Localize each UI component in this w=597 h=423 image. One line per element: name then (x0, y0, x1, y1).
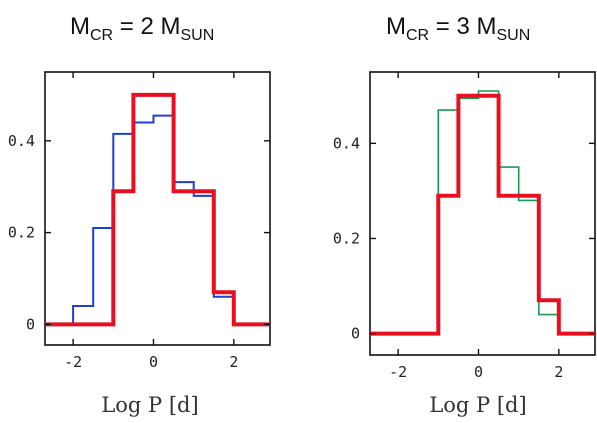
series-line-1 (45, 92, 270, 327)
x-tick-label: 2 (229, 353, 238, 371)
y-tick-label: 0.2 (333, 229, 360, 247)
panel-title: MCR = 3 MSUN (386, 13, 530, 44)
y-tick-label: 0.4 (333, 134, 360, 152)
x-tick-label: -2 (64, 353, 82, 371)
x-tick-label: 0 (474, 363, 483, 381)
panel-title: MCR = 2 MSUN (70, 13, 214, 44)
series-line-1 (370, 93, 595, 336)
x-tick-label: 2 (554, 363, 563, 381)
plot-frame (44, 71, 271, 346)
x-axis-label: Log P [d] (101, 393, 198, 417)
series-line-0 (45, 114, 270, 326)
series-layer (370, 90, 595, 336)
y-tick-label: 0.2 (8, 224, 35, 242)
x-axis-label: Log P [d] (429, 393, 526, 417)
y-tick-label: 0.4 (8, 132, 35, 150)
tick-layer: -2 0 2 0 0.2 0.4 (8, 72, 270, 371)
tick-layer: -2 0 2 0 0.2 0.4 (333, 72, 595, 381)
x-tick-label: -2 (389, 363, 407, 381)
y-tick-label: 0 (26, 315, 35, 333)
series-layer (45, 92, 270, 327)
panel-left: MCR = 2 MSUN -2 0 2 0 0.2 0.4 Log P [d] (8, 13, 271, 417)
panel-right: MCR = 3 MSUN -2 0 2 0 0.2 0.4 Log P [d] (333, 13, 596, 417)
x-tick-label: 0 (149, 353, 158, 371)
plot-frame (369, 71, 596, 356)
y-tick-label: 0 (351, 325, 360, 343)
